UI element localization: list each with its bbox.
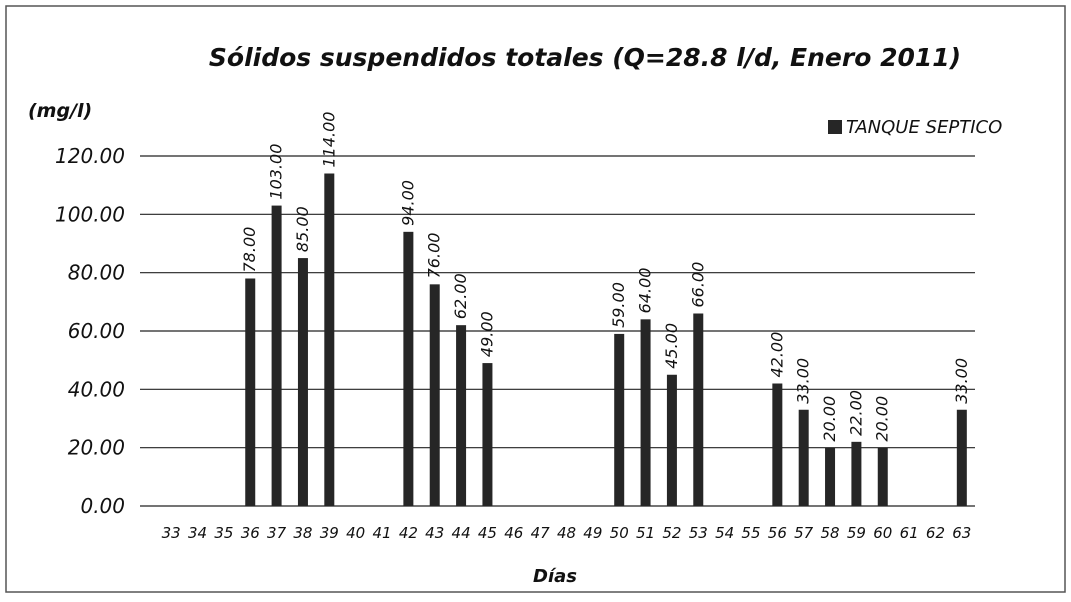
data-label: 78.00 — [240, 227, 259, 273]
bar — [666, 374, 677, 506]
data-label: 62.00 — [451, 273, 470, 319]
x-tick-label: 50 — [610, 524, 629, 542]
data-label: 85.00 — [293, 206, 312, 252]
bar — [403, 231, 414, 507]
data-label: 59.00 — [609, 282, 628, 328]
bar — [693, 313, 704, 506]
x-tick-label: 58 — [821, 524, 840, 542]
x-axis-label: Días — [533, 566, 577, 587]
x-tick-label: 54 — [715, 524, 734, 542]
bar — [640, 319, 651, 506]
data-label: 20.00 — [873, 396, 892, 442]
data-label: 22.00 — [846, 390, 865, 436]
y-tick-label: 20.00 — [68, 436, 125, 460]
bar — [271, 205, 282, 507]
bar — [297, 258, 308, 506]
bar — [482, 363, 493, 506]
bar — [324, 173, 335, 506]
bar — [798, 409, 809, 506]
bar — [851, 441, 862, 506]
legend-label: TANQUE SEPTICO — [846, 117, 1002, 138]
bar — [825, 447, 836, 506]
x-tick-label: 56 — [768, 524, 787, 542]
x-tick-label: 41 — [372, 524, 391, 542]
y-axis-label: (mg/l) — [28, 100, 92, 122]
y-tick-label: 40.00 — [68, 377, 125, 401]
y-tick-label: 100.00 — [55, 202, 125, 226]
data-label: 42.00 — [767, 332, 786, 378]
bar — [429, 284, 440, 506]
chart-title: Sólidos suspendidos totales (Q=28.8 l/d,… — [209, 43, 961, 72]
x-tick-label: 39 — [320, 524, 339, 542]
data-label: 66.00 — [688, 262, 707, 308]
x-tick-label: 47 — [531, 524, 551, 542]
bar — [956, 409, 967, 506]
bar — [614, 333, 625, 506]
y-tick-label: 80.00 — [68, 261, 125, 285]
data-label: 103.00 — [267, 144, 286, 200]
x-tick-label: 42 — [399, 524, 418, 542]
data-label: 114.00 — [319, 112, 338, 168]
x-tick-label: 46 — [504, 524, 523, 542]
x-tick-label: 55 — [741, 524, 760, 542]
x-tick-label: 52 — [662, 524, 681, 542]
x-tick-label: 49 — [583, 524, 602, 542]
x-tick-label: 35 — [214, 524, 233, 542]
x-tick-label: 48 — [557, 524, 576, 542]
x-tick-label: 36 — [241, 524, 260, 542]
y-tick-label: 0.00 — [80, 494, 125, 518]
y-tick-label: 120.00 — [55, 144, 125, 168]
y-tick-label: 60.00 — [68, 319, 125, 343]
x-tick-label: 61 — [900, 524, 919, 542]
x-tick-label: 45 — [478, 524, 497, 542]
x-tick-label: 40 — [346, 524, 365, 542]
data-label: 94.00 — [398, 180, 417, 226]
x-tick-label: 53 — [689, 524, 708, 542]
data-label: 45.00 — [662, 323, 681, 369]
bar — [772, 383, 783, 506]
bar — [877, 447, 888, 506]
x-tick-label: 62 — [926, 524, 945, 542]
x-tick-label: 43 — [425, 524, 444, 542]
x-tick-label: 44 — [452, 524, 471, 542]
data-label: 49.00 — [477, 311, 496, 357]
x-tick-label: 33 — [162, 524, 181, 542]
legend-swatch — [828, 120, 842, 134]
x-tick-label: 60 — [873, 524, 892, 542]
x-tick-label: 59 — [847, 524, 866, 542]
bar — [245, 278, 256, 506]
x-tick-label: 38 — [293, 524, 312, 542]
x-tick-label: 63 — [952, 524, 971, 542]
data-label: 33.00 — [794, 358, 813, 404]
data-label: 76.00 — [425, 233, 444, 279]
data-label: 20.00 — [820, 396, 839, 442]
x-tick-label: 37 — [267, 524, 287, 542]
bar — [456, 325, 467, 506]
x-tick-label: 34 — [188, 524, 207, 542]
x-tick-label: 57 — [794, 524, 814, 542]
x-tick-label: 51 — [636, 524, 655, 542]
data-label: 33.00 — [952, 358, 971, 404]
data-label: 64.00 — [636, 268, 655, 314]
chart-frame — [5, 5, 1066, 593]
